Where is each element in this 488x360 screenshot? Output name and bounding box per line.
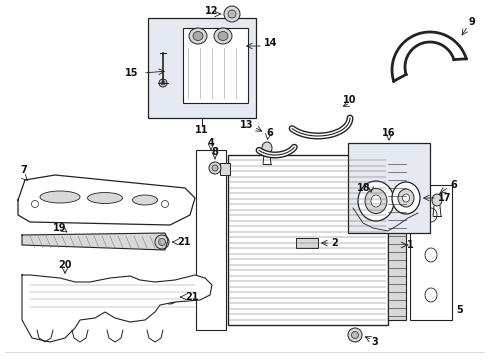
Text: 19: 19 bbox=[53, 223, 67, 233]
Ellipse shape bbox=[391, 182, 419, 214]
Ellipse shape bbox=[161, 81, 164, 85]
Ellipse shape bbox=[351, 332, 358, 338]
Text: 14: 14 bbox=[264, 38, 277, 48]
Text: 7: 7 bbox=[20, 165, 27, 175]
Ellipse shape bbox=[214, 28, 231, 44]
Ellipse shape bbox=[208, 162, 221, 174]
Ellipse shape bbox=[431, 194, 441, 206]
Ellipse shape bbox=[347, 328, 361, 342]
Ellipse shape bbox=[161, 201, 168, 207]
Text: 20: 20 bbox=[58, 260, 72, 270]
Bar bbox=[295, 238, 317, 248]
Bar bbox=[347, 143, 429, 233]
Text: 3: 3 bbox=[371, 337, 378, 347]
Polygon shape bbox=[22, 275, 212, 342]
Ellipse shape bbox=[357, 181, 393, 221]
Text: 13: 13 bbox=[239, 120, 252, 130]
Text: 10: 10 bbox=[343, 95, 356, 105]
Ellipse shape bbox=[132, 195, 157, 205]
Ellipse shape bbox=[218, 31, 227, 40]
Text: 21: 21 bbox=[184, 292, 198, 302]
Ellipse shape bbox=[87, 193, 122, 203]
Ellipse shape bbox=[424, 288, 436, 302]
Ellipse shape bbox=[224, 6, 240, 22]
Text: 16: 16 bbox=[382, 128, 395, 138]
Ellipse shape bbox=[370, 195, 380, 207]
Text: 15: 15 bbox=[124, 68, 138, 78]
Polygon shape bbox=[18, 175, 195, 225]
Text: 4: 4 bbox=[207, 138, 214, 148]
Text: 5: 5 bbox=[456, 305, 463, 315]
Text: 6: 6 bbox=[449, 180, 456, 190]
Ellipse shape bbox=[212, 165, 218, 171]
Text: 8: 8 bbox=[211, 147, 218, 157]
Ellipse shape bbox=[155, 235, 169, 249]
Ellipse shape bbox=[227, 10, 236, 18]
Bar bbox=[148, 18, 256, 118]
Ellipse shape bbox=[158, 238, 165, 246]
Ellipse shape bbox=[159, 79, 167, 87]
Bar bbox=[409, 185, 451, 320]
Text: 18: 18 bbox=[357, 183, 370, 193]
Text: 11: 11 bbox=[195, 125, 208, 135]
Text: 1: 1 bbox=[406, 240, 412, 250]
Ellipse shape bbox=[424, 208, 436, 222]
Bar bbox=[196, 150, 225, 330]
Polygon shape bbox=[22, 233, 168, 250]
Ellipse shape bbox=[364, 189, 386, 213]
Ellipse shape bbox=[163, 290, 177, 304]
Text: 2: 2 bbox=[331, 238, 338, 248]
Ellipse shape bbox=[402, 194, 408, 202]
Bar bbox=[387, 160, 405, 320]
Ellipse shape bbox=[424, 248, 436, 262]
Bar bbox=[220, 163, 229, 175]
Ellipse shape bbox=[189, 28, 206, 44]
Ellipse shape bbox=[166, 293, 173, 301]
Ellipse shape bbox=[40, 191, 80, 203]
Ellipse shape bbox=[397, 189, 413, 207]
Bar bbox=[183, 28, 247, 103]
Ellipse shape bbox=[31, 201, 39, 207]
Ellipse shape bbox=[262, 142, 271, 154]
Text: 21: 21 bbox=[177, 237, 190, 247]
Text: 9: 9 bbox=[468, 17, 474, 27]
Ellipse shape bbox=[193, 31, 203, 40]
Text: 17: 17 bbox=[437, 193, 450, 203]
Text: 12: 12 bbox=[204, 6, 218, 16]
Bar bbox=[227, 155, 387, 325]
Text: 6: 6 bbox=[266, 128, 273, 138]
